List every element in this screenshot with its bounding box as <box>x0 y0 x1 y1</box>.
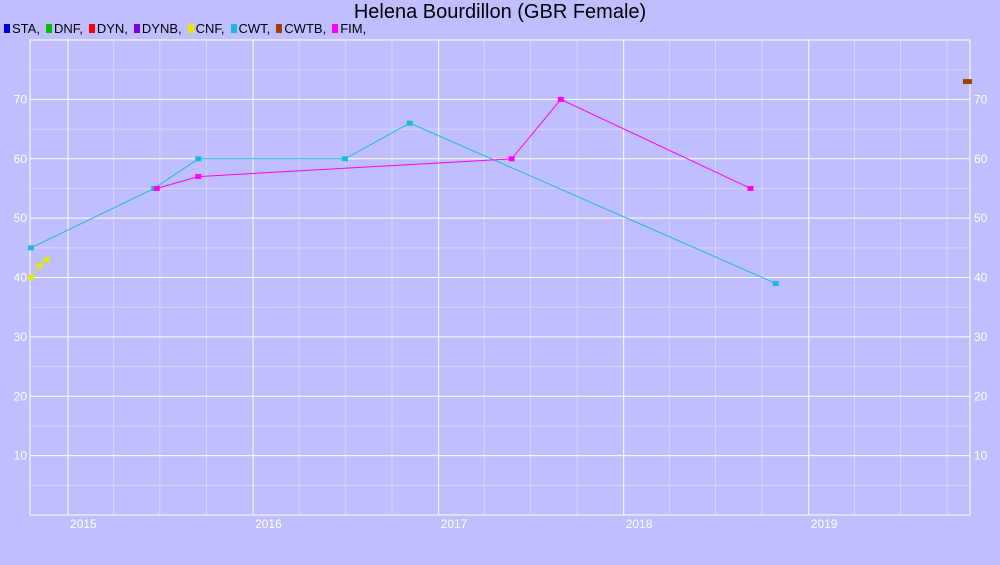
legend-item-dnf: DNF, <box>45 20 83 36</box>
chart-title: Helena Bourdillon (GBR Female) <box>353 1 647 23</box>
y-tick-label-left: 30 <box>14 330 28 344</box>
legend-swatch <box>88 23 95 33</box>
legend-item-cnf: CNF, <box>187 20 225 36</box>
data-point-fim <box>508 156 515 162</box>
data-point-cwt <box>341 156 348 162</box>
data-point-fim <box>195 174 202 180</box>
y-tick-label-left: 50 <box>14 211 28 225</box>
legend-item-cwt: CWT, <box>230 20 271 36</box>
data-point-fim <box>557 96 564 102</box>
legend-label: CWTB, <box>284 20 327 36</box>
legend-label: CNF, <box>195 20 225 36</box>
y-tick-label-right: 60 <box>974 152 988 166</box>
legend-swatch <box>4 23 10 33</box>
y-tick-label-right: 70 <box>974 92 988 106</box>
y-tick-label-right: 30 <box>974 330 988 344</box>
data-point-cwt <box>28 245 35 251</box>
y-tick-label-left: 20 <box>14 389 28 403</box>
legend-label: DYNB, <box>141 20 182 36</box>
x-tick-label: 2018 <box>626 517 653 531</box>
legend-label: CWT, <box>238 20 271 36</box>
legend: STA, DNF, DYN, DYNB, CNF, CWT, CWTB, FIM, <box>4 20 372 36</box>
legend-label: STA, <box>12 20 40 36</box>
legend-swatch <box>230 23 237 33</box>
x-tick-label: 2017 <box>441 517 468 531</box>
data-point-cnf <box>28 275 35 280</box>
y-tick-label-left: 40 <box>14 271 28 285</box>
legend-label: DYN, <box>96 20 128 36</box>
series-line-fim <box>156 98 751 189</box>
legend-swatch <box>276 23 283 33</box>
data-point-cwt <box>195 156 202 162</box>
data-point-cwt <box>406 120 413 126</box>
x-tick-label: 2015 <box>70 517 97 531</box>
data-point-cwt <box>772 280 779 286</box>
data-point-cwtb <box>962 79 972 85</box>
legend-swatch <box>187 23 194 33</box>
series-line-cnf <box>30 259 48 278</box>
x-tick-label: 2019 <box>811 517 838 531</box>
y-tick-label-right: 50 <box>974 211 988 225</box>
data-point-fim <box>747 185 754 191</box>
legend-item-dynb: DYNB, <box>133 20 182 36</box>
y-tick-label-left: 10 <box>14 449 28 463</box>
y-tick-label-left: 60 <box>14 152 28 166</box>
data-point-cnf <box>36 263 43 269</box>
y-tick-label-right: 40 <box>974 271 988 285</box>
data-point-cnf <box>43 257 50 263</box>
y-tick-label-right: 20 <box>974 389 988 403</box>
x-tick-label: 2016 <box>255 517 282 531</box>
legend-item-fim: FIM, <box>332 20 366 36</box>
legend-item-cwtb: CWTB, <box>276 20 326 36</box>
legend-swatch <box>332 23 339 33</box>
series-line-cwt <box>30 122 777 284</box>
legend-label: FIM, <box>340 20 367 36</box>
legend-item-dyn: DYN, <box>88 20 128 36</box>
data-point-fim <box>153 185 160 191</box>
legend-item-sta: STA, <box>4 20 40 36</box>
y-tick-label-right: 10 <box>974 449 988 463</box>
legend-swatch <box>45 23 52 33</box>
legend-swatch <box>133 23 140 33</box>
y-tick-label-left: 70 <box>14 92 28 106</box>
legend-label: DNF, <box>53 20 83 36</box>
